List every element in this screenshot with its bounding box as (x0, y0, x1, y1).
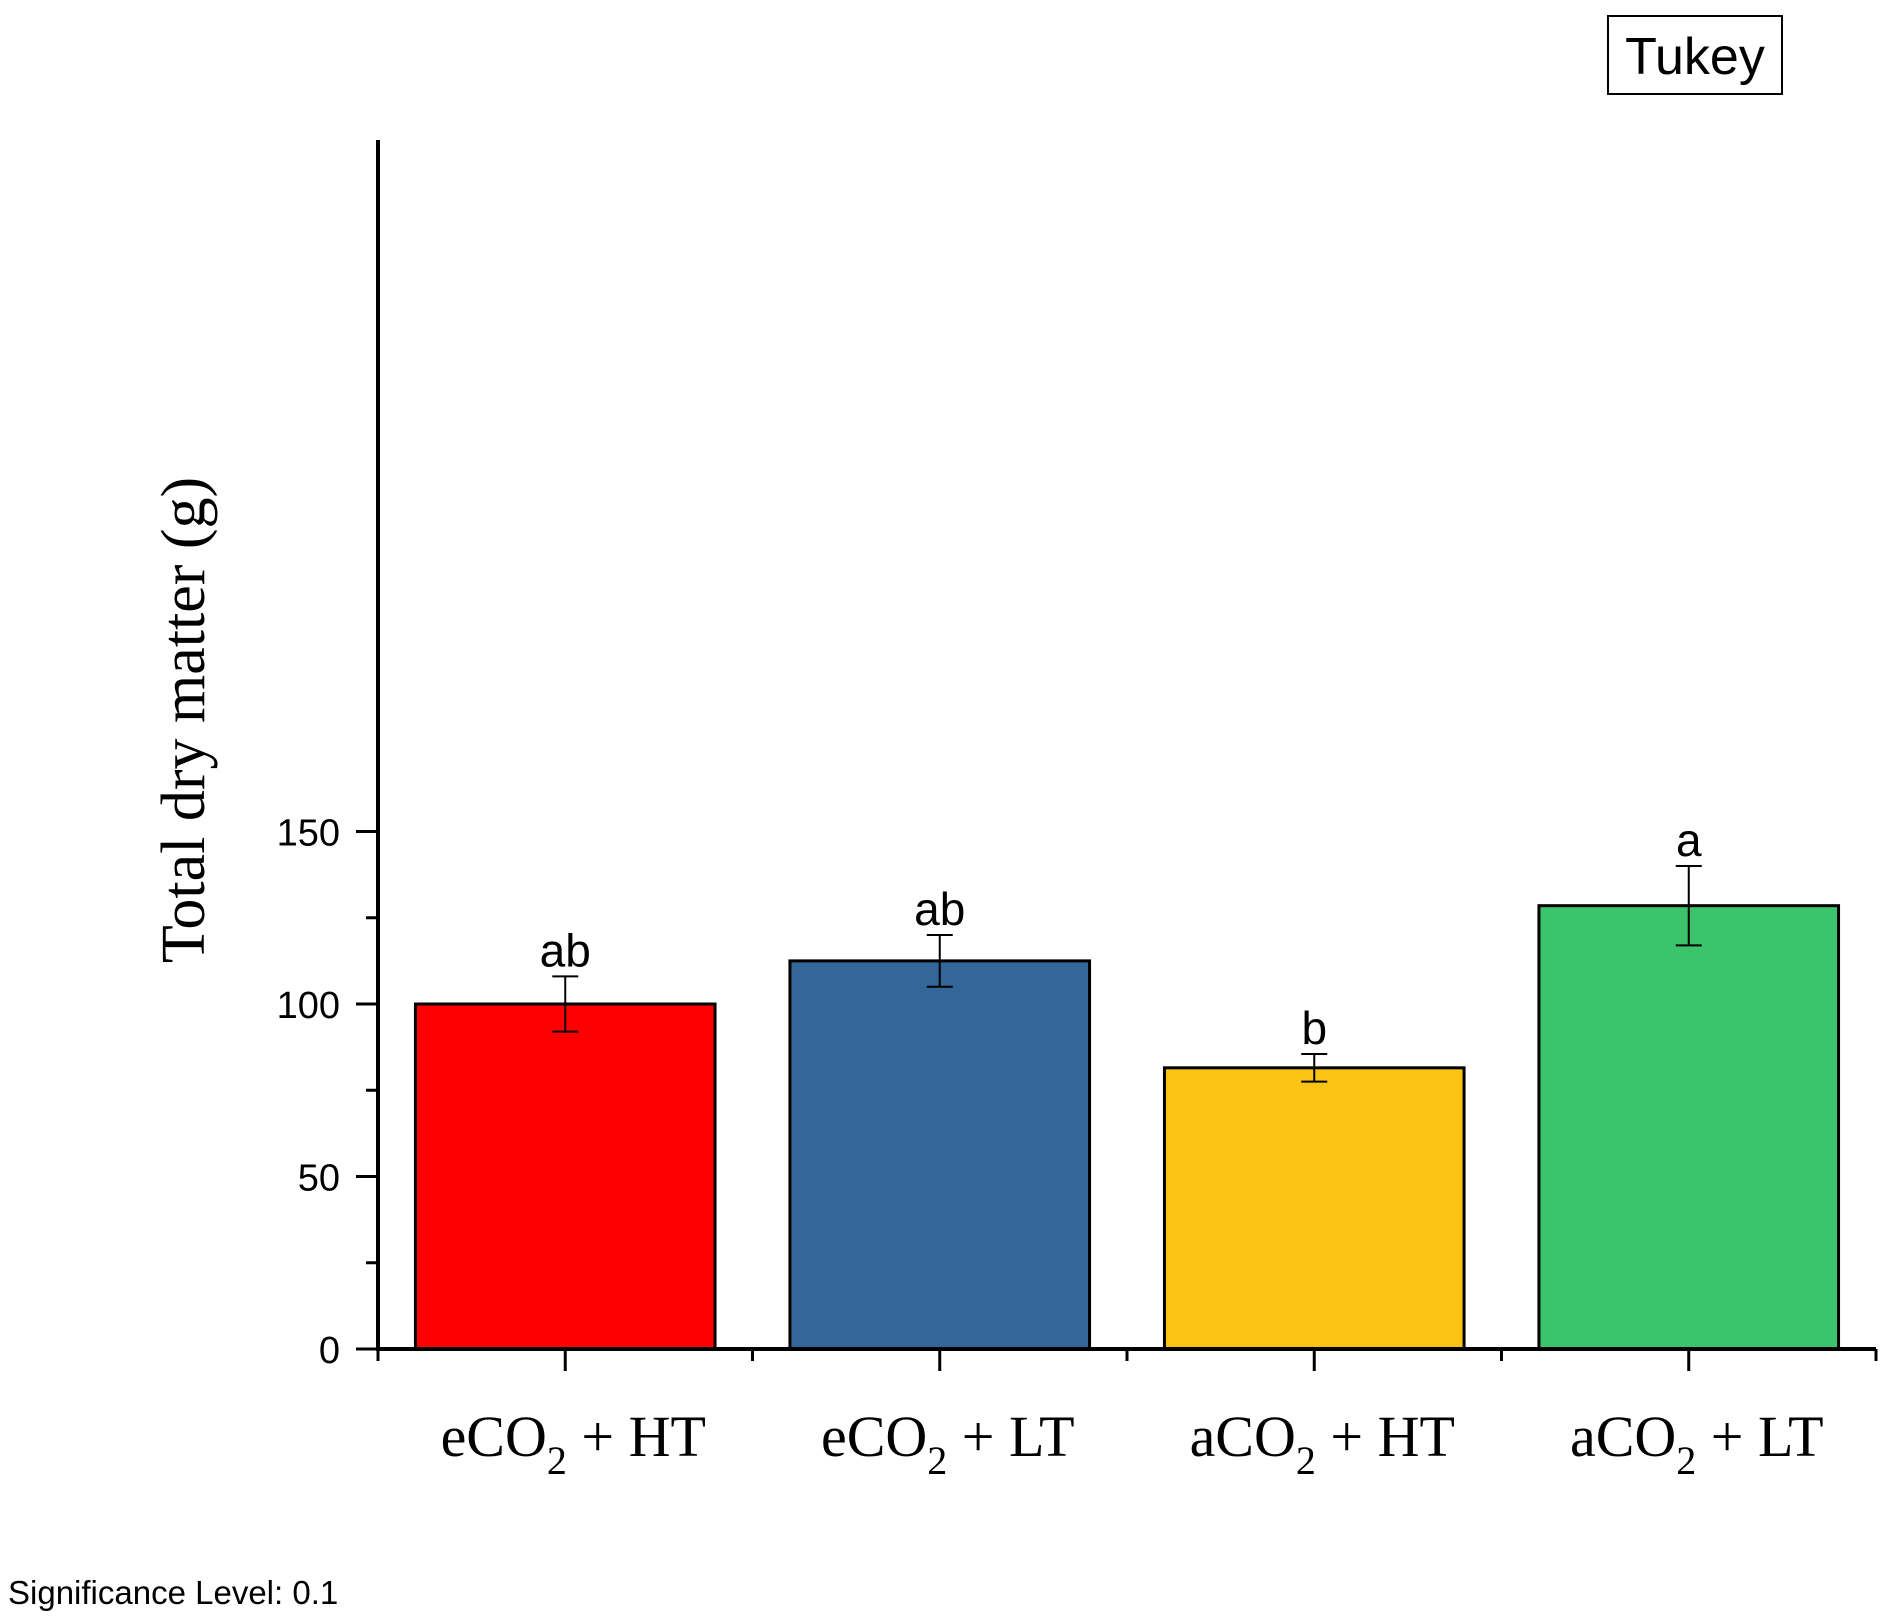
y-ticks-layer: 0 50 100 150 (277, 813, 378, 1372)
bar-4 (1537, 904, 1841, 1351)
x-labels-layer: eCO2 + HT eCO2 + LT aCO2 + HT aCO2 + LT (441, 1404, 1824, 1483)
bars-layer (413, 904, 1841, 1351)
y-tick-label-0: 0 (319, 1330, 340, 1372)
significance-letter-1: ab (540, 924, 591, 976)
x-tick-label-4: aCO2 + LT (1570, 1404, 1824, 1483)
significance-letter-2: ab (914, 883, 965, 935)
bar-3 (1162, 1066, 1466, 1351)
footnote: Significance Level: 0.1 (8, 1574, 338, 1611)
legend-box-frame (1607, 15, 1783, 95)
error-bars-layer (552, 865, 1702, 1083)
bar-2 (788, 959, 1092, 1351)
x-tick-label-1: eCO2 + HT (441, 1404, 706, 1483)
significance-letters-layer: ab ab b a (540, 814, 1702, 1054)
y-axis-title: Total dry matter (g) (150, 477, 218, 963)
x-tick-label-3: aCO2 + HT (1190, 1404, 1455, 1483)
bar-1 (413, 1002, 717, 1351)
significance-letter-4: a (1676, 814, 1702, 866)
legend-box-text: Tukey (1625, 28, 1765, 86)
y-tick-label-3: 150 (277, 813, 340, 855)
legend-box: Tukey (1607, 15, 1783, 95)
y-tick-label-2: 100 (277, 985, 340, 1027)
x-ticks-layer (376, 1349, 1878, 1371)
significance-letter-3: b (1301, 1002, 1327, 1054)
x-tick-label-2: eCO2 + LT (821, 1404, 1075, 1483)
y-tick-label-1: 50 (298, 1158, 340, 1200)
